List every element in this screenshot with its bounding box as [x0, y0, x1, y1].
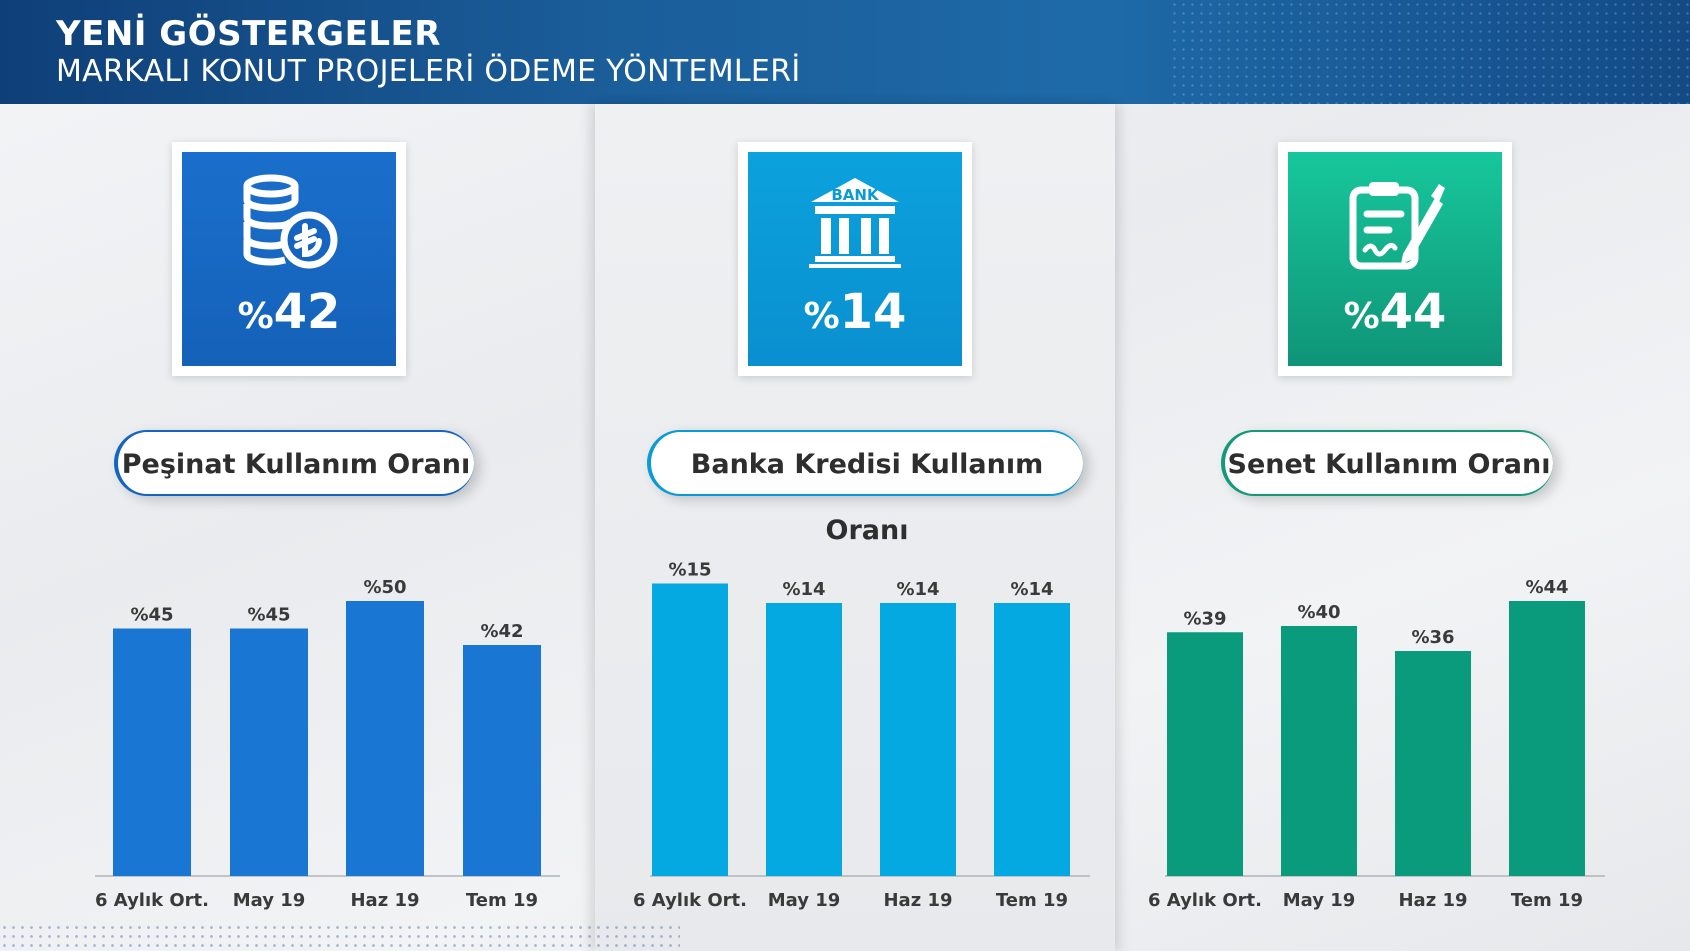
- data-label-2: %45: [247, 605, 290, 626]
- percent-symbol: %: [237, 296, 274, 337]
- data-label-1: %15: [668, 560, 711, 581]
- bar-1: [652, 583, 728, 876]
- page-title: YENİ GÖSTERGELER: [56, 14, 441, 54]
- data-label-3: %50: [363, 577, 406, 598]
- panel-bank-loan: BANK %14 Banka Kredisi Kullanım Oranı %1…: [595, 104, 1115, 951]
- coins-lira-icon: [243, 174, 338, 269]
- bar-2: [766, 603, 842, 876]
- card-frame-bank-loan: BANK %14: [738, 142, 972, 376]
- percent-value: 44: [1379, 284, 1447, 340]
- data-label-4: %44: [1525, 577, 1568, 598]
- bar-2: [1281, 626, 1357, 876]
- percent-value: 14: [839, 284, 907, 340]
- bar-2: [230, 628, 308, 876]
- bar-3: [346, 601, 424, 876]
- pill-label-bank-loan: Banka Kredisi Kullanım Oranı: [647, 430, 1083, 546]
- card-percentage: %14: [748, 284, 962, 340]
- header-dot-pattern: [1170, 0, 1690, 104]
- card-percentage: %44: [1288, 284, 1502, 340]
- bank-building-icon: BANK: [809, 178, 901, 268]
- x-tick-label-2: May 19: [233, 890, 306, 911]
- card-frame-promissory-note: %44: [1278, 142, 1512, 376]
- card-promissory-note: %44: [1288, 152, 1502, 366]
- card-bank-loan: BANK %14: [748, 152, 962, 366]
- percent-symbol: %: [1343, 296, 1380, 337]
- header-banner: YENİ GÖSTERGELER MARKALI KONUT PROJELERİ…: [0, 0, 1690, 104]
- bank-icon-text: BANK: [831, 186, 880, 204]
- data-label-3: %36: [1411, 627, 1454, 648]
- data-label-1: %45: [130, 605, 173, 626]
- panel-promissory-note: %44 Senet Kullanım Oranı %39 6 Aylık Ort.…: [1115, 104, 1690, 951]
- data-label-4: %42: [480, 621, 523, 642]
- bar-chart-down-payment: %45 6 Aylık Ort. %45 May 19 %50 Haz 19 %42 Tem …: [95, 577, 560, 911]
- bar-3: [880, 603, 956, 876]
- x-tick-label-4: Tem 19: [1511, 890, 1583, 911]
- percent-value: 42: [273, 284, 341, 340]
- bar-4: [994, 603, 1070, 876]
- contract-document-icon: [1349, 182, 1445, 270]
- footer-dot-pattern: [0, 923, 680, 951]
- pill-label-down-payment: Peşinat Kullanım Oranı: [114, 430, 474, 496]
- bar-3: [1395, 651, 1471, 876]
- page-subtitle: MARKALI KONUT PROJELERİ ÖDEME YÖNTEMLERİ: [56, 54, 801, 89]
- x-tick-label-3: Haz 19: [883, 890, 952, 911]
- card-frame-down-payment: %42: [172, 142, 406, 376]
- percent-symbol: %: [803, 296, 840, 337]
- bar-1: [113, 628, 191, 876]
- data-label-3: %14: [896, 579, 939, 600]
- card-percentage: %42: [182, 284, 396, 340]
- data-label-2: %14: [782, 579, 825, 600]
- x-tick-label-4: Tem 19: [996, 890, 1068, 911]
- x-tick-label-3: Haz 19: [1398, 890, 1467, 911]
- data-label-4: %14: [1010, 579, 1053, 600]
- bar-1: [1167, 632, 1243, 876]
- card-down-payment: %42: [182, 152, 396, 366]
- x-tick-label-4: Tem 19: [466, 890, 538, 911]
- bar-4: [463, 645, 541, 876]
- x-tick-label-1: 6 Aylık Ort.: [1148, 890, 1262, 911]
- bar-4: [1509, 601, 1585, 876]
- panel-down-payment: %42 Peşinat Kullanım Oranı %45 6 Aylık Or…: [0, 104, 595, 951]
- x-tick-label-3: Haz 19: [350, 890, 419, 911]
- x-tick-label-1: 6 Aylık Ort.: [95, 890, 209, 911]
- data-label-2: %40: [1297, 602, 1340, 623]
- x-tick-label-2: May 19: [768, 890, 841, 911]
- x-tick-label-2: May 19: [1283, 890, 1356, 911]
- bar-chart-promissory-note: %39 6 Aylık Ort. %40 May 19 %36 Haz 19 %44 Tem …: [1148, 577, 1605, 911]
- pill-label-promissory-note: Senet Kullanım Oranı: [1221, 430, 1553, 496]
- bar-chart-bank-loan: %15 6 Aylık Ort. %14 May 19 %14 Haz 19 %14 Tem …: [633, 560, 1090, 911]
- x-tick-label-1: 6 Aylık Ort.: [633, 890, 747, 911]
- data-label-1: %39: [1183, 608, 1226, 629]
